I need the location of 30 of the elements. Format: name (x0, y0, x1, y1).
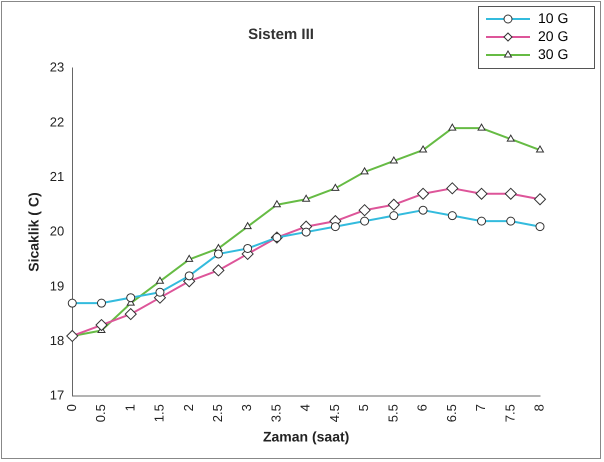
y-tick-label: 21 (50, 168, 64, 184)
y-tick-label: 17 (50, 388, 64, 403)
x-tick-label: 3.5 (268, 404, 284, 422)
x-tick-label: 2 (180, 404, 196, 412)
y-tick-label: 23 (50, 60, 64, 75)
x-tick-label: 6.5 (444, 404, 459, 422)
x-tick-label: 1.5 (152, 404, 167, 422)
x-tick-label: 7 (473, 404, 488, 412)
legend-label: 30 G (538, 46, 568, 62)
x-tick-label: 0 (64, 404, 79, 412)
x-tick-label: 4 (298, 404, 313, 412)
x-tick-label: 8 (532, 404, 547, 412)
x-tick-label: 1 (122, 404, 138, 412)
y-tick-label: 18 (50, 333, 64, 348)
y-tick-label: 20 (50, 224, 64, 239)
x-tick-label: 7.5 (502, 404, 518, 422)
x-tick-label: 5.5 (385, 404, 400, 422)
legend-label: 20 G (538, 28, 568, 44)
y-axis-title: Sicaklik ( C) (25, 192, 42, 272)
x-tick-label: 2.5 (210, 404, 226, 422)
x-tick-label: 4.5 (326, 404, 342, 422)
y-tick-label: 22 (50, 114, 64, 130)
chart-title: Sistem III (248, 26, 314, 44)
x-tick-label: 5 (356, 404, 372, 412)
x-tick-label: 0.5 (93, 404, 108, 422)
x-axis-title: Zaman (saat) (262, 428, 350, 444)
legend-label: 10 G (538, 10, 568, 26)
x-tick-label: 6 (414, 404, 430, 412)
y-tick-label: 19 (50, 278, 64, 294)
x-tick-label: 3 (239, 404, 254, 412)
